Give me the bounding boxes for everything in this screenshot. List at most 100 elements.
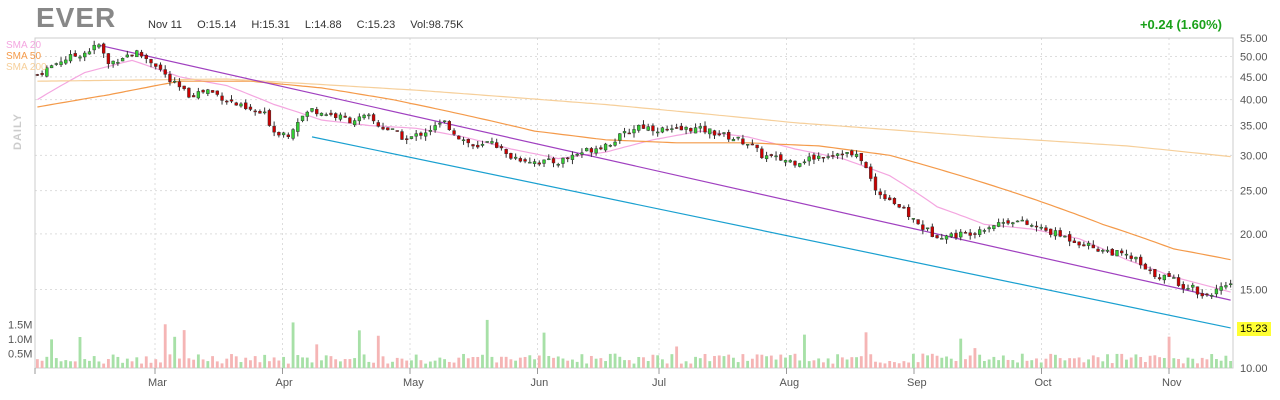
volume-bar	[1219, 360, 1223, 368]
volume-bar	[642, 357, 645, 368]
volume-bar	[921, 353, 925, 368]
candle-body	[54, 63, 58, 65]
volume-bar	[765, 356, 769, 368]
candle-body	[850, 150, 854, 156]
volume-bar	[1091, 355, 1095, 368]
volume-bar	[1110, 363, 1114, 368]
candle-body	[679, 125, 684, 131]
candle-body	[206, 89, 210, 94]
candle-body	[367, 114, 371, 117]
volume-bar	[357, 330, 361, 368]
volume-bar	[405, 360, 409, 368]
volume-bar	[774, 359, 778, 368]
candle-body	[1015, 220, 1020, 223]
period-label: DAILY	[12, 113, 24, 150]
candle-body	[258, 111, 262, 114]
candle-body	[745, 143, 750, 146]
candle-body	[1195, 286, 1200, 295]
candle-body	[158, 64, 163, 70]
candle-body	[130, 54, 134, 57]
candle-body	[1001, 222, 1006, 224]
volume-bar	[149, 362, 153, 368]
volume-bar	[163, 324, 167, 368]
trendline-upper	[98, 44, 1231, 301]
candle-body	[428, 129, 433, 132]
volume-bar	[732, 357, 735, 368]
candle-body	[982, 230, 987, 232]
volume-bar	[367, 361, 371, 368]
volume-bar	[1044, 358, 1048, 368]
volume-bar	[646, 361, 650, 368]
candle-body	[334, 113, 338, 118]
candle-body	[348, 117, 352, 124]
candle-body	[1034, 225, 1039, 228]
candle-body	[987, 227, 991, 230]
candle-body	[755, 144, 759, 149]
volume-bar	[826, 358, 830, 368]
candle-body	[935, 235, 939, 239]
legend-sma-200: SMA 200	[6, 62, 47, 73]
candle-body	[201, 89, 205, 93]
candle-body	[547, 158, 551, 161]
candle-body	[911, 218, 916, 220]
volume-bar	[656, 355, 660, 368]
volume-bar	[1129, 357, 1133, 368]
volume-bar	[1205, 359, 1209, 368]
volume-bar	[116, 356, 120, 368]
volume-bar	[1125, 359, 1128, 368]
candle-body	[87, 51, 92, 55]
price-tick-label: 45.00	[1240, 72, 1268, 84]
volume-bar	[803, 334, 806, 368]
candle-body	[788, 160, 792, 163]
volume-bar	[911, 353, 915, 368]
sma-line	[37, 78, 1231, 158]
candle-body	[977, 229, 982, 235]
volume-bar	[684, 361, 688, 368]
volume-bar	[561, 358, 565, 368]
volume-bar	[831, 363, 835, 368]
volume-bar	[599, 358, 603, 368]
volume-bar	[528, 355, 532, 368]
candle-body	[959, 231, 963, 238]
volume-bar	[722, 356, 726, 368]
volume-bar	[670, 354, 674, 368]
volume-bar	[750, 358, 754, 368]
candle-body	[135, 50, 139, 58]
volume-bar	[395, 357, 399, 368]
candle-body	[627, 132, 631, 135]
volume-bar	[438, 357, 442, 368]
candle-body	[405, 138, 409, 140]
candle-body	[116, 62, 120, 64]
volume-bar	[40, 360, 44, 368]
volume-bar	[1049, 353, 1053, 368]
candle-body	[727, 132, 731, 140]
volume-bar	[793, 353, 797, 368]
volume-bar	[400, 358, 404, 368]
volume-bar	[1200, 357, 1204, 368]
volume-bar	[807, 361, 811, 368]
candle-body	[665, 128, 669, 131]
candle-body	[1219, 286, 1223, 291]
volume-bar	[594, 358, 598, 368]
volume-bar	[964, 359, 967, 368]
price-tick-label: 30.00	[1240, 150, 1268, 162]
volume-bar	[457, 357, 461, 368]
volume-bar	[760, 354, 764, 368]
candle-body	[656, 131, 660, 134]
volume-bar	[1039, 362, 1043, 368]
volume-bar	[855, 357, 858, 368]
candle-body	[499, 146, 504, 149]
candle-body	[670, 128, 674, 131]
candle-body	[310, 108, 314, 112]
volume-bar	[741, 354, 745, 368]
volume-bar	[187, 358, 191, 368]
volume-bar	[234, 356, 238, 368]
volume-bar	[225, 358, 229, 368]
candle-body	[618, 133, 622, 141]
volume-bar	[499, 356, 503, 368]
candle-body	[305, 111, 309, 117]
volume-bar	[305, 357, 309, 368]
price-change: +0.24 (1.60%)	[1139, 17, 1222, 32]
volume-bar	[850, 357, 854, 368]
price-tick-label: 40.00	[1240, 95, 1268, 107]
